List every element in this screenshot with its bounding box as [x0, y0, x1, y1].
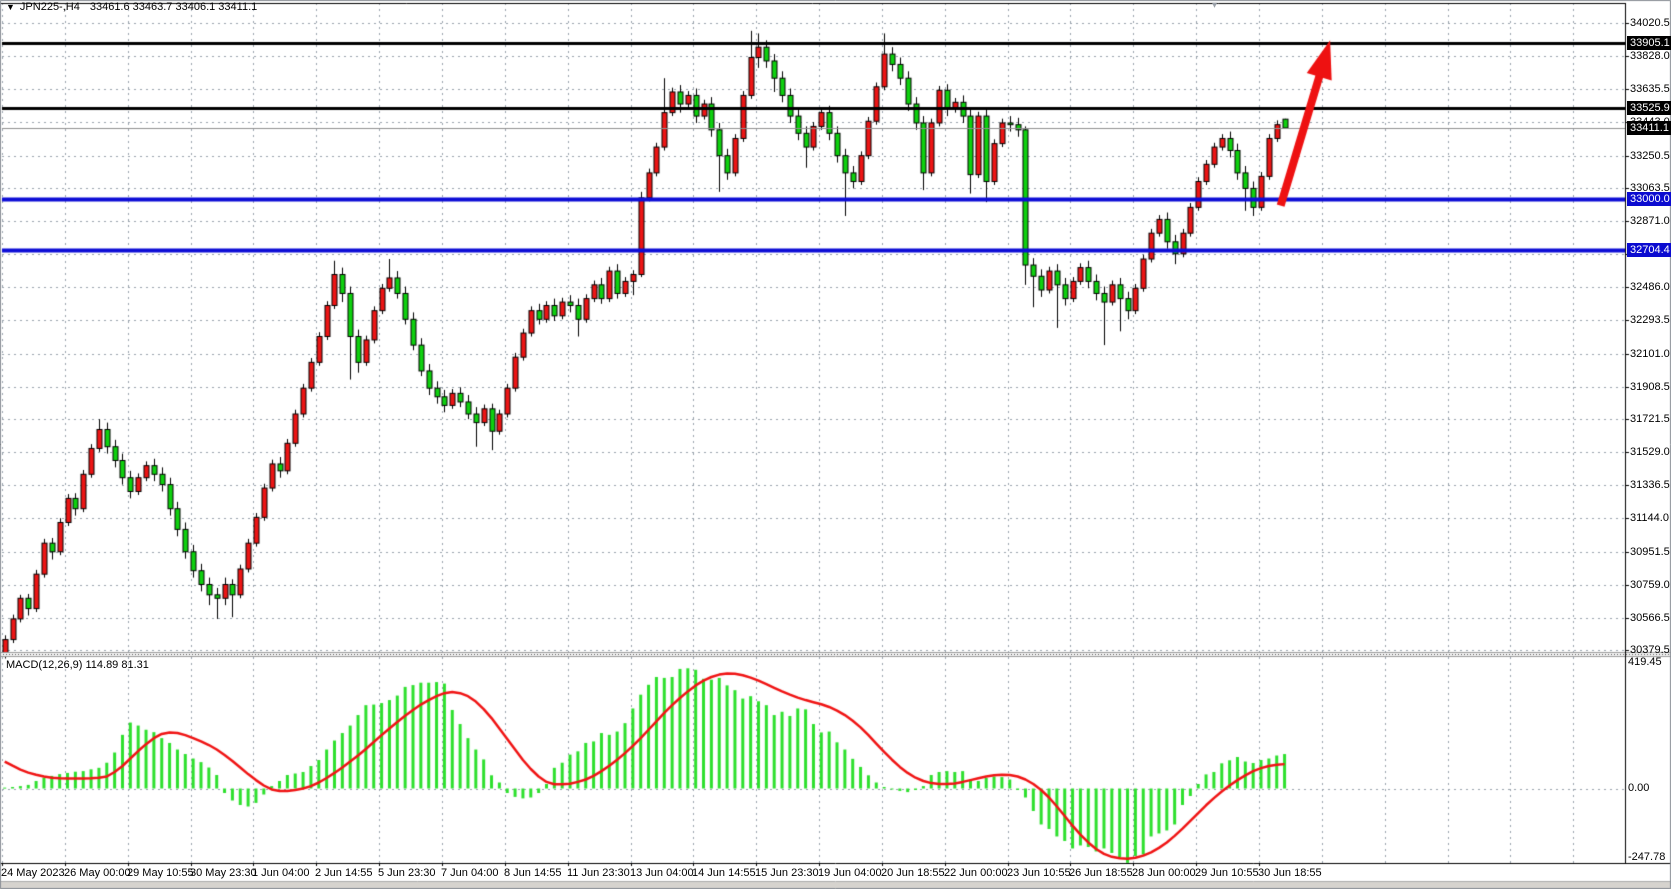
macd-scale-zero-label: 0.00: [1628, 782, 1650, 794]
macd-scale-max-label: 419.45: [1628, 656, 1662, 668]
time-axis-label: 14 Jun 14:55: [692, 867, 756, 879]
time-axis-label: 23 Jun 10:55: [1007, 867, 1071, 879]
time-axis-label: 26 May 00:00: [64, 867, 131, 879]
time-axis-label: 2 Jun 14:55: [315, 867, 373, 879]
price-level-tag: 32704.4: [1627, 243, 1671, 257]
price-tick-label: 31908.5: [1630, 381, 1670, 393]
macd-scale-min-label: -247.78: [1628, 851, 1666, 863]
price-level-tag: 33000.0: [1627, 192, 1671, 206]
price-tick-label: 30566.5: [1630, 612, 1670, 624]
symbol-period-label: JPN225-,H4: [19, 1, 80, 13]
price-level-tag: 33411.1: [1627, 121, 1671, 135]
price-tick-label: 30951.5: [1630, 546, 1670, 558]
price-tick-label: 30379.5: [1630, 644, 1670, 656]
chart-dropdown-icon[interactable]: ▼: [6, 2, 15, 12]
price-tick-label: 32101.0: [1630, 348, 1670, 360]
chart-shift-marker-icon: ▾: [1212, 0, 1218, 11]
time-axis-label: 24 May 2023: [1, 867, 65, 879]
time-axis-label: 13 Jun 04:00: [630, 867, 694, 879]
price-tick-label: 31529.0: [1630, 446, 1670, 458]
time-axis-label: 28 Jun 00:00: [1132, 867, 1196, 879]
price-level-tag: 33525.9: [1627, 101, 1671, 115]
time-axis-label: 19 Jun 04:00: [818, 867, 882, 879]
time-axis-label: 7 Jun 04:00: [441, 867, 499, 879]
price-tick-label: 32486.0: [1630, 281, 1670, 293]
chart-info-bar: ▼ JPN225-,H4 33461.6 33463.7 33406.1 33411…: [6, 1, 257, 13]
price-tick-label: 30759.0: [1630, 579, 1670, 591]
time-axis-label: 29 May 10:55: [127, 867, 194, 879]
price-tick-label: 32293.5: [1630, 314, 1670, 326]
price-tick-label: 33063.5: [1630, 182, 1670, 194]
price-tick-label: 33828.0: [1630, 50, 1670, 62]
time-axis-label: 30 Jun 18:55: [1258, 867, 1322, 879]
time-axis-label: 30 May 23:30: [190, 867, 257, 879]
time-axis-label: 20 Jun 18:55: [881, 867, 945, 879]
time-axis-label: 11 Jun 23:30: [567, 867, 630, 879]
price-tick-label: 31336.5: [1630, 479, 1670, 491]
time-axis-label: 26 Jun 18:55: [1069, 867, 1133, 879]
time-axis-label: 8 Jun 14:55: [504, 867, 562, 879]
price-level-tag: 33905.1: [1627, 36, 1671, 50]
time-axis-label: 15 Jun 23:30: [755, 867, 819, 879]
time-axis-label: 29 Jun 10:55: [1195, 867, 1259, 879]
price-tick-label: 33250.5: [1630, 150, 1670, 162]
time-axis-label: 1 Jun 04:00: [252, 867, 310, 879]
time-axis-label: 22 Jun 00:00: [944, 867, 1008, 879]
price-tick-label: 31144.0: [1630, 512, 1669, 524]
ohlc-values-label: 33461.6 33463.7 33406.1 33411.1: [89, 1, 258, 13]
price-tick-label: 33635.5: [1630, 83, 1670, 95]
price-tick-label: 31721.5: [1630, 413, 1670, 425]
time-axis-label: 5 Jun 23:30: [378, 867, 436, 879]
price-tick-label: 34020.5: [1630, 17, 1670, 29]
macd-indicator-label: MACD(12,26,9) 114.89 81.31: [6, 659, 149, 671]
price-tick-label: 32871.0: [1630, 215, 1670, 227]
